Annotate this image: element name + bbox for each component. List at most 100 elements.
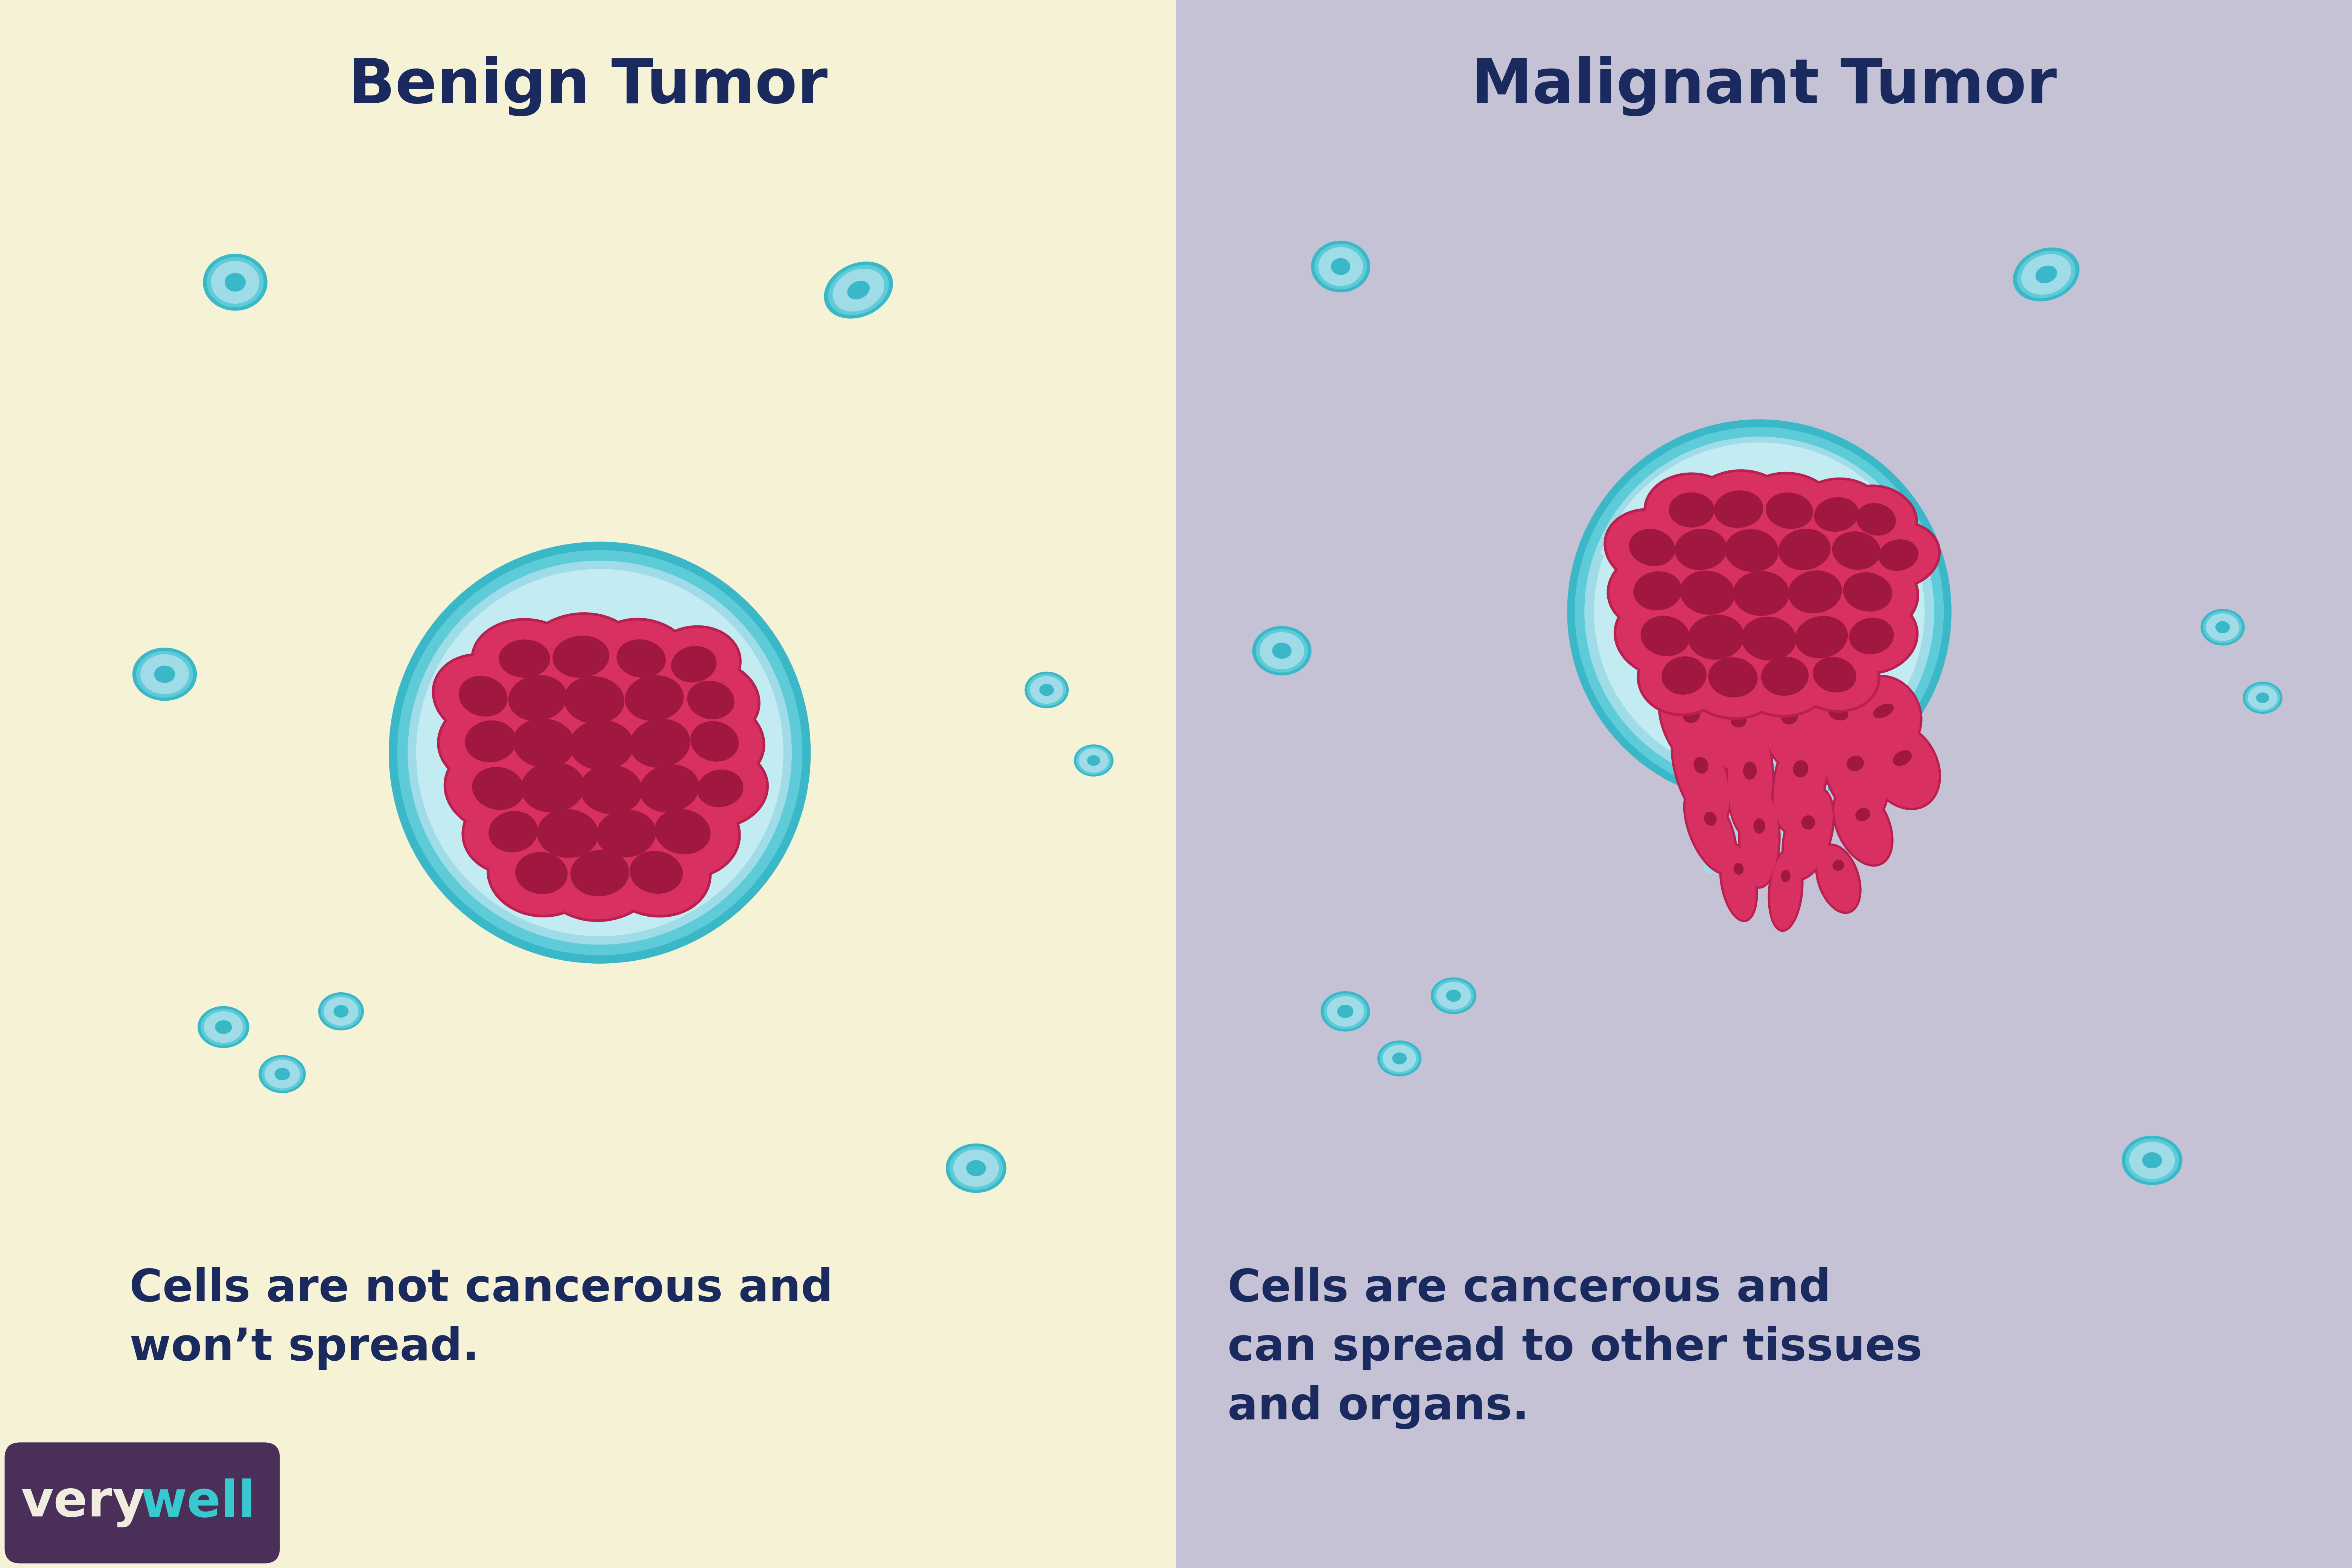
Ellipse shape — [673, 748, 769, 828]
Ellipse shape — [325, 997, 358, 1025]
Ellipse shape — [1604, 508, 1700, 586]
Ellipse shape — [534, 693, 668, 798]
Ellipse shape — [1849, 618, 1893, 654]
Ellipse shape — [470, 618, 579, 699]
Ellipse shape — [1823, 724, 1886, 818]
Ellipse shape — [506, 786, 628, 881]
Ellipse shape — [141, 654, 188, 695]
Ellipse shape — [207, 257, 263, 307]
Ellipse shape — [275, 1068, 289, 1080]
Bar — [0, 0, 1176, 1568]
Ellipse shape — [1755, 818, 1764, 833]
Ellipse shape — [1865, 724, 1938, 808]
Ellipse shape — [1075, 745, 1112, 776]
Ellipse shape — [1788, 571, 1842, 613]
Ellipse shape — [1684, 786, 1738, 875]
Ellipse shape — [487, 829, 595, 917]
Ellipse shape — [435, 655, 532, 737]
Ellipse shape — [1733, 864, 1743, 875]
Ellipse shape — [1783, 787, 1835, 881]
Ellipse shape — [1712, 593, 1825, 685]
Circle shape — [1566, 420, 1952, 803]
Text: Benign Tumor: Benign Tumor — [348, 56, 828, 116]
Ellipse shape — [1040, 684, 1054, 696]
Ellipse shape — [1435, 980, 1472, 1011]
Ellipse shape — [1080, 748, 1108, 773]
Ellipse shape — [2249, 685, 2277, 710]
Circle shape — [407, 561, 793, 944]
Ellipse shape — [1383, 1046, 1416, 1071]
Ellipse shape — [1729, 721, 1771, 837]
Ellipse shape — [1430, 977, 1477, 1014]
Ellipse shape — [1613, 594, 1717, 679]
Ellipse shape — [1719, 844, 1757, 922]
Circle shape — [1585, 437, 1933, 786]
Ellipse shape — [155, 666, 174, 682]
Ellipse shape — [548, 740, 673, 839]
Ellipse shape — [602, 828, 710, 917]
Ellipse shape — [1893, 751, 1912, 765]
Ellipse shape — [1820, 721, 1889, 822]
Text: well: well — [141, 1479, 256, 1527]
Ellipse shape — [1606, 550, 1708, 632]
Ellipse shape — [1743, 475, 1837, 547]
FancyBboxPatch shape — [5, 1443, 280, 1563]
Ellipse shape — [1856, 808, 1870, 822]
Ellipse shape — [1856, 521, 1940, 590]
Ellipse shape — [536, 809, 597, 858]
Ellipse shape — [1766, 593, 1877, 682]
Ellipse shape — [503, 782, 630, 884]
Ellipse shape — [1327, 996, 1364, 1027]
Ellipse shape — [597, 691, 722, 795]
Ellipse shape — [1639, 638, 1729, 713]
Ellipse shape — [1670, 492, 1715, 527]
Ellipse shape — [567, 787, 684, 881]
Ellipse shape — [1630, 530, 1675, 566]
Ellipse shape — [1653, 549, 1762, 637]
Ellipse shape — [597, 811, 656, 858]
Ellipse shape — [691, 721, 739, 762]
Ellipse shape — [546, 739, 675, 840]
Ellipse shape — [1769, 848, 1804, 931]
Ellipse shape — [1338, 1005, 1352, 1018]
Ellipse shape — [1331, 259, 1350, 274]
Ellipse shape — [440, 699, 541, 782]
Ellipse shape — [1684, 707, 1700, 723]
Ellipse shape — [1670, 718, 1731, 828]
Bar — [1176, 0, 2352, 1568]
Ellipse shape — [1684, 638, 1783, 717]
Ellipse shape — [1844, 674, 1922, 757]
Ellipse shape — [1689, 472, 1788, 546]
Ellipse shape — [1738, 638, 1832, 715]
Ellipse shape — [1858, 524, 1938, 586]
Ellipse shape — [1846, 756, 1863, 771]
Circle shape — [1595, 447, 1924, 776]
Ellipse shape — [1703, 546, 1820, 640]
Ellipse shape — [626, 676, 684, 721]
Ellipse shape — [200, 1008, 247, 1046]
Ellipse shape — [1616, 596, 1715, 676]
Ellipse shape — [1254, 626, 1310, 676]
Ellipse shape — [322, 994, 360, 1029]
Ellipse shape — [2018, 251, 2074, 298]
Ellipse shape — [2256, 693, 2270, 702]
Ellipse shape — [696, 770, 743, 808]
Ellipse shape — [1825, 597, 1919, 674]
Ellipse shape — [1686, 787, 1736, 872]
Ellipse shape — [1635, 572, 1682, 610]
Ellipse shape — [489, 737, 616, 837]
Ellipse shape — [640, 765, 699, 812]
Ellipse shape — [628, 787, 739, 877]
Circle shape — [388, 543, 811, 963]
Ellipse shape — [595, 652, 713, 743]
Ellipse shape — [2244, 682, 2281, 713]
Ellipse shape — [833, 268, 884, 312]
Ellipse shape — [1698, 508, 1804, 593]
Ellipse shape — [553, 637, 609, 677]
Ellipse shape — [1818, 554, 1917, 630]
Ellipse shape — [564, 784, 689, 883]
Ellipse shape — [953, 1149, 1000, 1187]
Ellipse shape — [202, 254, 268, 310]
Ellipse shape — [1780, 870, 1790, 881]
Ellipse shape — [266, 1060, 299, 1088]
